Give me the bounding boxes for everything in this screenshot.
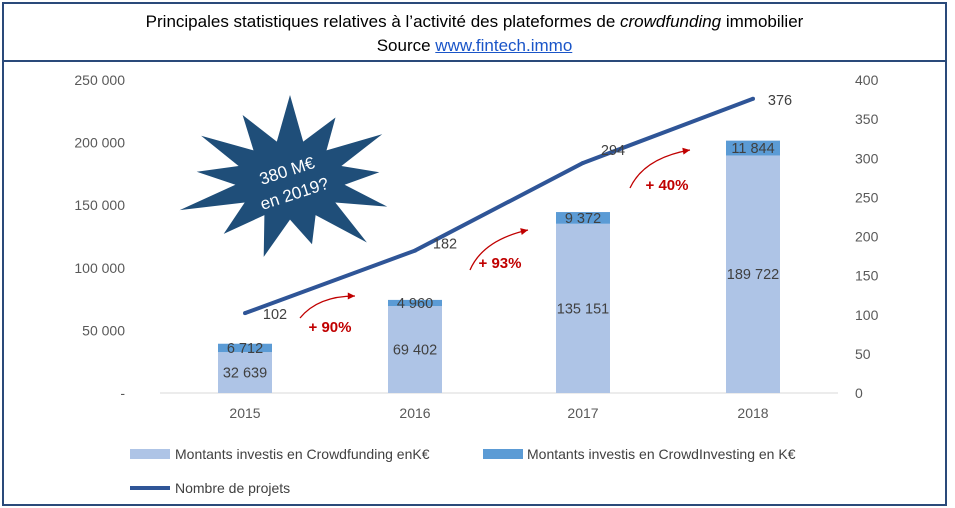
x-axis-tick-label: 2018 <box>737 405 768 421</box>
x-axis-tick-label: 2016 <box>399 405 430 421</box>
left-axis-tick-label: 50 000 <box>82 322 125 338</box>
legend-label-line: Nombre de projets <box>175 480 290 496</box>
right-axis-tick-label: 350 <box>855 111 879 127</box>
right-axis-tick-label: 300 <box>855 150 879 166</box>
left-axis-tick-label: 100 000 <box>74 260 125 276</box>
legend-swatch-crowdinvesting <box>483 449 523 459</box>
bar-crowdinvesting <box>726 140 780 156</box>
bar-crowdinvesting-label: 9 372 <box>565 211 601 227</box>
bar-crowdinvesting <box>218 343 272 353</box>
right-axis-tick-label: 200 <box>855 229 879 245</box>
figure-title: Principales statistiques relatives à l’a… <box>4 10 945 34</box>
bar-crowdinvesting-label: 4 960 <box>397 296 433 312</box>
bar-crowdinvesting <box>556 212 610 224</box>
line-nombre-projets-label: 102 <box>263 307 287 323</box>
title-suffix: immobilier <box>721 12 804 31</box>
figure-header: Principales statistiques relatives à l’a… <box>4 4 945 62</box>
growth-annotation: + 90% <box>309 319 352 336</box>
right-axis-tick-label: 0 <box>855 385 863 401</box>
line-point <box>751 96 755 101</box>
line-point <box>413 248 417 253</box>
growth-arrow-head <box>520 228 528 235</box>
x-axis-tick-label: 2017 <box>567 405 598 421</box>
source-label: Source <box>376 36 436 55</box>
left-axis-tick-label: - <box>120 385 125 401</box>
growth-arrow <box>469 229 529 271</box>
source-link[interactable]: www.fintech.immo <box>435 36 573 55</box>
right-axis-tick-label: 400 <box>855 72 879 88</box>
right-axis-tick-label: 100 <box>855 307 879 323</box>
line-point <box>581 160 585 165</box>
legend-label-crowdinvesting: Montants investis en CrowdInvesting en K… <box>527 446 796 462</box>
figure-source: Source www.fintech.immo <box>4 34 945 58</box>
title-emphasis: crowdfunding <box>620 12 722 31</box>
right-axis-tick-label: 150 <box>855 268 879 284</box>
line-nombre-projets-label: 182 <box>433 237 457 253</box>
line-nombre-projets-label: 376 <box>768 93 792 109</box>
line-nombre-projets-label: 294 <box>601 143 625 159</box>
right-axis-tick-label: 50 <box>855 346 871 362</box>
bar-crowdinvesting-label: 11 844 <box>731 141 774 157</box>
legend-label-crowdfunding: Montants investis en Crowdfunding enK€ <box>175 446 430 462</box>
line-point <box>243 311 247 316</box>
bar-crowdfunding-label: 135 151 <box>557 301 609 317</box>
starburst-shape <box>179 95 388 257</box>
bar-crowdfunding <box>726 155 780 393</box>
left-axis-tick-label: 200 000 <box>74 135 125 151</box>
line-nombre-projets <box>244 96 754 316</box>
right-axis-tick-label: 250 <box>855 189 879 205</box>
growth-arrow-head <box>682 147 690 155</box>
growth-arrow <box>299 295 356 319</box>
growth-annotation: + 40% <box>646 177 689 194</box>
left-axis-tick-label: 150 000 <box>74 197 125 213</box>
bar-crowdfunding-label: 189 722 <box>727 267 779 283</box>
title-prefix: Principales statistiques relatives à l’a… <box>145 12 621 31</box>
bar-crowdfunding <box>388 306 442 393</box>
bar-crowdfunding-label: 32 639 <box>223 366 267 382</box>
bar-crowdinvesting-label: 6 712 <box>227 341 263 357</box>
legend-swatch-crowdfunding <box>130 449 170 459</box>
growth-arrow <box>629 149 691 189</box>
left-axis-tick-label: 250 000 <box>74 72 125 88</box>
bar-crowdfunding <box>218 352 272 393</box>
x-axis-tick-label: 2015 <box>229 405 260 421</box>
bar-crowdfunding <box>556 223 610 393</box>
bar-crowdfunding-label: 69 402 <box>393 343 437 359</box>
growth-annotation: + 93% <box>479 255 522 272</box>
growth-arrow-head <box>347 292 355 300</box>
bar-crowdinvesting <box>388 299 442 307</box>
